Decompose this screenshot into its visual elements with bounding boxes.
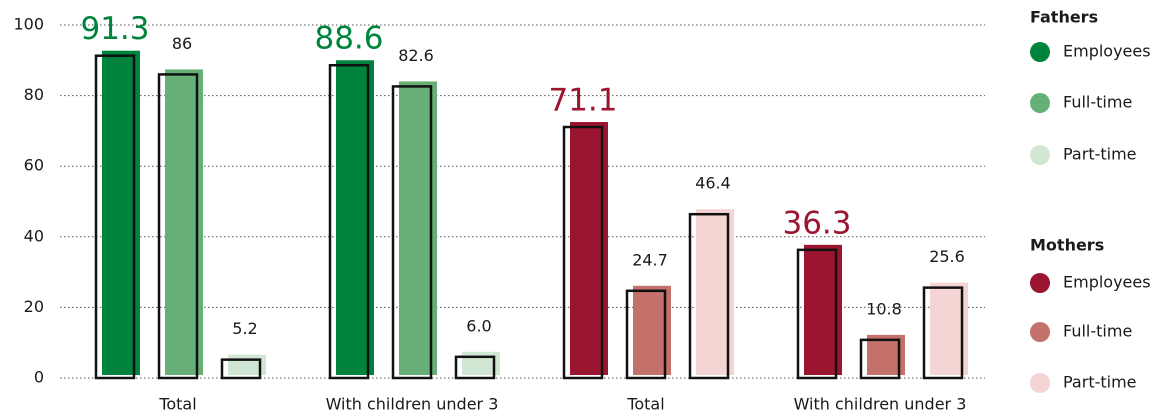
value-label: 91.3	[80, 11, 149, 47]
bar-outline	[454, 355, 496, 380]
x-tick-label: With children under 3	[794, 395, 967, 414]
y-tick-label: 80	[24, 85, 44, 104]
legend-swatch	[1030, 373, 1050, 393]
legend-swatch	[1030, 42, 1050, 62]
bar-outline	[625, 289, 667, 380]
value-label: 24.7	[632, 250, 668, 269]
legend-swatch	[1030, 93, 1050, 113]
bar-outline	[859, 338, 901, 380]
x-tick-label: Total	[158, 395, 196, 414]
value-label: 86	[172, 34, 192, 53]
legend-label: Employees	[1063, 273, 1151, 292]
legend-label: Full-time	[1063, 93, 1132, 112]
bar-outline	[688, 212, 730, 380]
legend-label: Full-time	[1063, 322, 1132, 341]
value-label: 82.6	[398, 46, 434, 65]
value-label: 10.8	[866, 299, 902, 318]
value-label: 25.6	[929, 247, 965, 266]
y-tick-label: 0	[34, 368, 44, 387]
y-tick-label: 20	[24, 297, 44, 316]
x-tick-label: Total	[626, 395, 664, 414]
bar-outline	[562, 125, 604, 380]
value-label: 46.4	[695, 174, 731, 193]
y-tick-label: 40	[24, 226, 44, 245]
bar-outline	[94, 54, 136, 380]
bar-outline	[328, 63, 370, 380]
legend-title: Fathers	[1030, 8, 1098, 27]
bar-outline	[922, 286, 964, 380]
legend-label: Employees	[1063, 42, 1151, 61]
y-tick-label: 60	[24, 156, 44, 175]
x-tick-label: With children under 3	[326, 395, 499, 414]
legend-label: Part-time	[1063, 373, 1137, 392]
legend-swatch	[1030, 273, 1050, 293]
legend-title: Mothers	[1030, 236, 1104, 255]
bar-outline	[220, 358, 262, 380]
legend-swatch	[1030, 145, 1050, 165]
value-label: 36.3	[782, 205, 851, 241]
bar-outline	[157, 73, 199, 380]
legend-label: Part-time	[1063, 145, 1137, 164]
value-label: 88.6	[314, 21, 383, 57]
bar-outline	[796, 248, 838, 380]
y-tick-label: 100	[13, 15, 44, 34]
value-label: 5.2	[232, 319, 257, 338]
value-label: 6.0	[466, 316, 491, 335]
value-label: 71.1	[548, 83, 617, 119]
bar-outline	[391, 85, 433, 380]
legend-swatch	[1030, 322, 1050, 342]
